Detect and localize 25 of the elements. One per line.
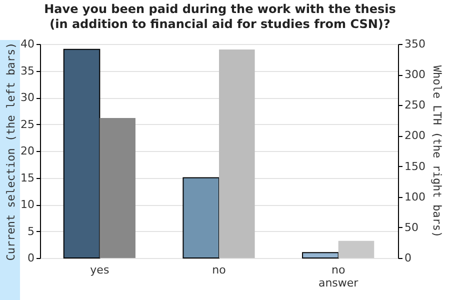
x-tick-label: yes <box>90 264 110 276</box>
y-tick-label: 30 <box>20 91 34 104</box>
bar <box>219 50 255 258</box>
chart-title: Have you been paid during the work with the thesis (in addition to financial aid for studies from CSN)? <box>43 2 397 32</box>
y2-tick-label: 150 <box>404 160 426 173</box>
y2-tick-label: 250 <box>404 98 426 112</box>
y-tick-label: 15 <box>20 171 34 184</box>
y-tick-label: 35 <box>20 64 34 78</box>
x-tick-label: no <box>212 264 226 276</box>
y-tick-label: 25 <box>20 118 34 131</box>
x-tick-label: no answer <box>318 264 359 290</box>
y-tick-label: 5 <box>28 224 34 238</box>
y2-tick-label: 200 <box>404 129 426 142</box>
y2-tick-label: 100 <box>404 190 426 204</box>
y-tick-label: 10 <box>20 198 34 211</box>
y2-tick-label: 50 <box>404 220 418 234</box>
y2-axis-title: Whole LTH (the right bars) <box>430 65 444 238</box>
y-tick-label: 40 <box>20 38 34 50</box>
bar <box>338 240 374 258</box>
y2-tick-label: 350 <box>404 38 426 50</box>
y-tick-label: 0 <box>28 252 34 264</box>
y2-tick-label: 300 <box>404 68 426 82</box>
y-tick-label: 20 <box>20 144 34 158</box>
y-axis-title: Current selection (the left bars) <box>4 42 18 261</box>
y2-tick-label: 0 <box>404 252 412 264</box>
